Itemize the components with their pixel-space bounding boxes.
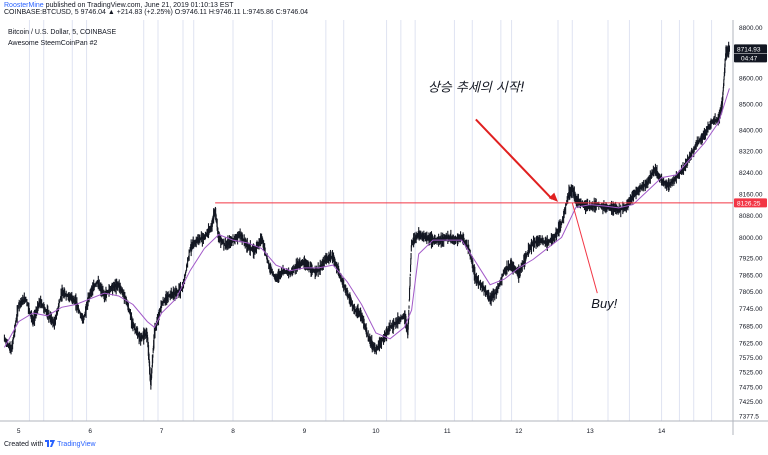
y-tick-label: 7575.00 <box>739 355 763 362</box>
y-tick-label: 8000.00 <box>739 235 763 242</box>
y-tick-label: 7625.00 <box>739 341 763 348</box>
y-tick-label: 8500.00 <box>739 101 763 108</box>
price-label-text: 8126.25 <box>737 200 761 207</box>
y-tick-label: 7925.00 <box>739 256 763 263</box>
created-with-text: Created with <box>4 441 44 448</box>
legend-title: Bitcoin / U.S. Dollar, 5, COINBASE <box>8 29 117 36</box>
x-tick-label: 10 <box>372 428 380 435</box>
tradingview-link[interactable]: TradingView <box>57 441 96 448</box>
y-tick-label: 8160.00 <box>739 191 763 198</box>
price-label-text: 8714.93 <box>737 46 761 53</box>
price-label-box <box>734 198 767 208</box>
y-tick-label: 8800.00 <box>739 25 763 32</box>
publish-header: RoosterMine published on TradingView.com… <box>4 2 308 16</box>
x-tick-label: 5 <box>17 428 21 435</box>
y-tick-label: 7745.00 <box>739 306 763 313</box>
y-tick-label: 8240.00 <box>739 170 763 177</box>
published-text: published on TradingView.com, June 21, 2… <box>45 2 234 9</box>
y-tick-label: 7525.00 <box>739 370 763 377</box>
footer: Created with TradingView <box>4 440 96 448</box>
x-tick-label: 8 <box>231 428 235 435</box>
y-tick-label: 7377.5 <box>739 413 759 420</box>
y-tick-label: 7685.00 <box>739 323 763 330</box>
trend-start-annotation: 상승 추세의 시작! <box>428 80 525 95</box>
y-tick-label: 8600.00 <box>739 76 763 83</box>
x-tick-label: 13 <box>587 428 595 435</box>
x-tick-label: 11 <box>444 428 451 435</box>
legend-indicator: Awesome SteemCoinPan #2 <box>8 40 98 47</box>
author-link[interactable]: RoosterMine <box>4 2 44 9</box>
tradingview-logo-icon <box>45 440 56 447</box>
chart-legend: Bitcoin / U.S. Dollar, 5, COINBASE Aweso… <box>8 27 116 49</box>
price-label-countdown: 04:47 <box>741 55 758 62</box>
y-tick-label: 7865.00 <box>739 272 763 279</box>
price-chart[interactable]: 8800.008700.008600.008500.008400.008320.… <box>0 20 768 436</box>
x-tick-label: 12 <box>515 428 523 435</box>
moving-average-line <box>3 88 730 348</box>
x-tick-label: 14 <box>658 428 666 435</box>
arrow-head-icon <box>548 192 558 202</box>
y-tick-label: 7805.00 <box>739 289 763 296</box>
buy-pointer-line <box>571 202 598 294</box>
y-tick-label: 8080.00 <box>739 213 763 220</box>
trend-arrow-line <box>475 118 553 200</box>
y-tick-label: 7425.00 <box>739 399 763 406</box>
symbol-line: COINBASE:BTCUSD, 5 <box>4 9 79 16</box>
x-tick-label: 9 <box>303 428 307 435</box>
ohlc-readout: 9746.04 ▲ +214.83 (+2.25%) O:9746.11 H:9… <box>80 9 308 16</box>
x-tick-label: 6 <box>88 428 92 435</box>
x-tick-label: 7 <box>160 428 164 435</box>
y-tick-label: 7475.00 <box>739 384 763 391</box>
y-tick-label: 8400.00 <box>739 127 763 134</box>
price-candles <box>3 41 730 390</box>
buy-annotation: Buy! <box>591 296 617 311</box>
y-tick-label: 8320.00 <box>739 149 763 156</box>
